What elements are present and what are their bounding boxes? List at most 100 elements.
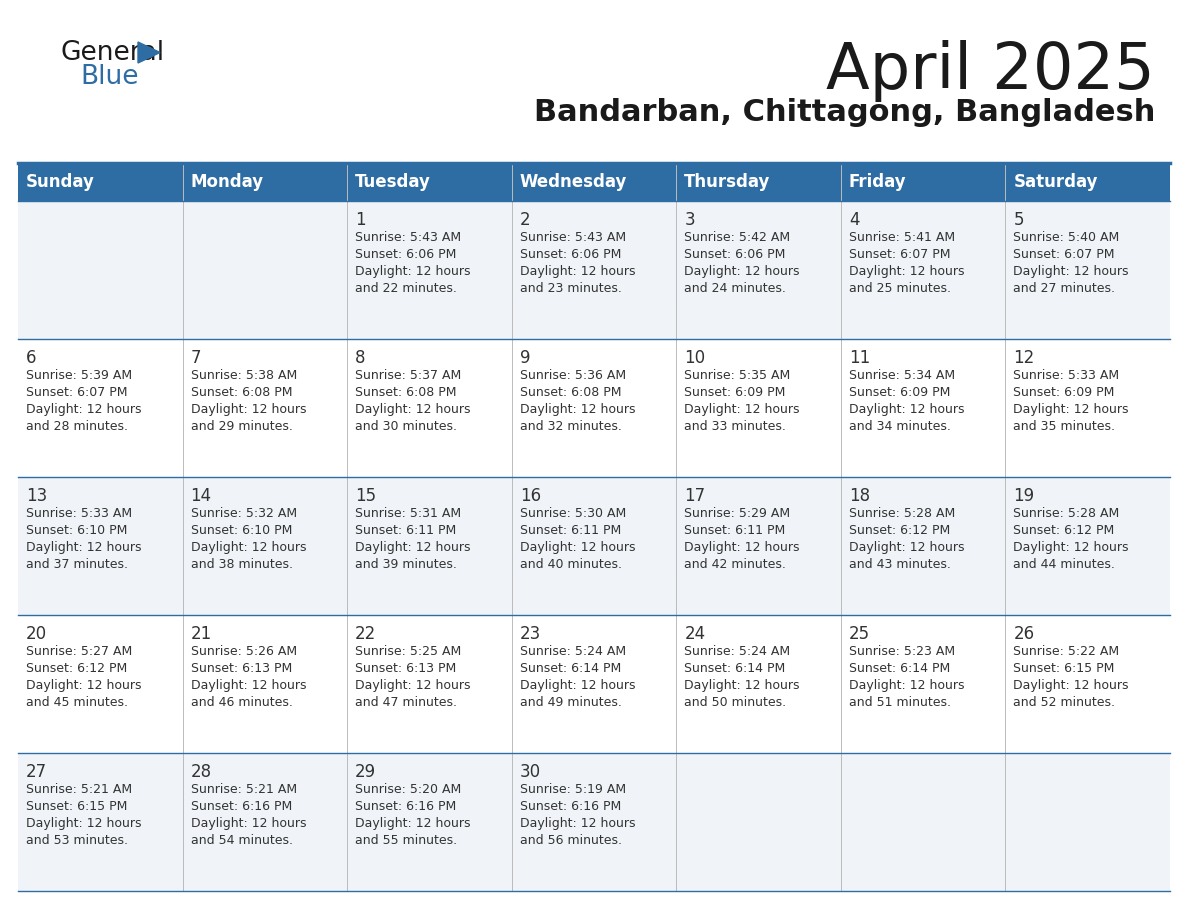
Text: Sunset: 6:09 PM: Sunset: 6:09 PM bbox=[684, 386, 785, 399]
Text: 4: 4 bbox=[849, 211, 859, 229]
Text: Sunrise: 5:41 AM: Sunrise: 5:41 AM bbox=[849, 231, 955, 244]
Text: Sunset: 6:16 PM: Sunset: 6:16 PM bbox=[355, 800, 456, 813]
Text: Daylight: 12 hours: Daylight: 12 hours bbox=[684, 265, 800, 278]
Text: 17: 17 bbox=[684, 487, 706, 505]
Text: Daylight: 12 hours: Daylight: 12 hours bbox=[190, 403, 307, 416]
Text: and 38 minutes.: and 38 minutes. bbox=[190, 558, 292, 571]
Text: Daylight: 12 hours: Daylight: 12 hours bbox=[355, 541, 470, 554]
Text: Sunrise: 5:31 AM: Sunrise: 5:31 AM bbox=[355, 507, 461, 520]
Text: Daylight: 12 hours: Daylight: 12 hours bbox=[519, 265, 636, 278]
Text: Sunrise: 5:28 AM: Sunrise: 5:28 AM bbox=[1013, 507, 1119, 520]
Text: Sunset: 6:07 PM: Sunset: 6:07 PM bbox=[26, 386, 127, 399]
Text: Sunrise: 5:43 AM: Sunrise: 5:43 AM bbox=[519, 231, 626, 244]
Text: Daylight: 12 hours: Daylight: 12 hours bbox=[190, 541, 307, 554]
Text: and 56 minutes.: and 56 minutes. bbox=[519, 834, 621, 847]
Text: Sunset: 6:10 PM: Sunset: 6:10 PM bbox=[26, 524, 127, 537]
Text: Daylight: 12 hours: Daylight: 12 hours bbox=[519, 817, 636, 830]
Text: Sunset: 6:14 PM: Sunset: 6:14 PM bbox=[684, 662, 785, 675]
Text: and 35 minutes.: and 35 minutes. bbox=[1013, 420, 1116, 433]
Text: Sunset: 6:12 PM: Sunset: 6:12 PM bbox=[1013, 524, 1114, 537]
Text: 19: 19 bbox=[1013, 487, 1035, 505]
Text: Daylight: 12 hours: Daylight: 12 hours bbox=[519, 541, 636, 554]
Text: Sunrise: 5:33 AM: Sunrise: 5:33 AM bbox=[26, 507, 132, 520]
Text: Daylight: 12 hours: Daylight: 12 hours bbox=[519, 403, 636, 416]
Bar bbox=[18, 615, 1170, 753]
Text: and 32 minutes.: and 32 minutes. bbox=[519, 420, 621, 433]
Text: Sunset: 6:16 PM: Sunset: 6:16 PM bbox=[519, 800, 621, 813]
Text: 16: 16 bbox=[519, 487, 541, 505]
Text: Tuesday: Tuesday bbox=[355, 173, 431, 191]
Text: 8: 8 bbox=[355, 349, 366, 367]
Text: Daylight: 12 hours: Daylight: 12 hours bbox=[355, 265, 470, 278]
Text: and 27 minutes.: and 27 minutes. bbox=[1013, 282, 1116, 295]
Text: Daylight: 12 hours: Daylight: 12 hours bbox=[684, 541, 800, 554]
Text: Sunset: 6:07 PM: Sunset: 6:07 PM bbox=[1013, 248, 1114, 261]
Text: Sunset: 6:08 PM: Sunset: 6:08 PM bbox=[190, 386, 292, 399]
Bar bbox=[18, 339, 1170, 477]
Text: 29: 29 bbox=[355, 763, 377, 781]
Text: Daylight: 12 hours: Daylight: 12 hours bbox=[684, 679, 800, 692]
Text: Sunrise: 5:40 AM: Sunrise: 5:40 AM bbox=[1013, 231, 1119, 244]
Text: Sunset: 6:06 PM: Sunset: 6:06 PM bbox=[684, 248, 785, 261]
Text: 22: 22 bbox=[355, 625, 377, 643]
Text: 28: 28 bbox=[190, 763, 211, 781]
Text: Sunrise: 5:25 AM: Sunrise: 5:25 AM bbox=[355, 645, 461, 658]
Text: 25: 25 bbox=[849, 625, 870, 643]
Text: Sunset: 6:07 PM: Sunset: 6:07 PM bbox=[849, 248, 950, 261]
Text: 5: 5 bbox=[1013, 211, 1024, 229]
Text: Bandarban, Chittagong, Bangladesh: Bandarban, Chittagong, Bangladesh bbox=[533, 98, 1155, 127]
Text: Sunrise: 5:33 AM: Sunrise: 5:33 AM bbox=[1013, 369, 1119, 382]
Text: Sunrise: 5:24 AM: Sunrise: 5:24 AM bbox=[519, 645, 626, 658]
Text: 12: 12 bbox=[1013, 349, 1035, 367]
Text: Thursday: Thursday bbox=[684, 173, 771, 191]
Text: and 51 minutes.: and 51 minutes. bbox=[849, 696, 950, 709]
Text: 6: 6 bbox=[26, 349, 37, 367]
Text: Daylight: 12 hours: Daylight: 12 hours bbox=[1013, 679, 1129, 692]
Text: and 55 minutes.: and 55 minutes. bbox=[355, 834, 457, 847]
Text: Sunset: 6:06 PM: Sunset: 6:06 PM bbox=[355, 248, 456, 261]
Text: and 50 minutes.: and 50 minutes. bbox=[684, 696, 786, 709]
Text: and 53 minutes.: and 53 minutes. bbox=[26, 834, 128, 847]
Text: 20: 20 bbox=[26, 625, 48, 643]
Text: Sunrise: 5:39 AM: Sunrise: 5:39 AM bbox=[26, 369, 132, 382]
Text: 14: 14 bbox=[190, 487, 211, 505]
Text: Sunrise: 5:19 AM: Sunrise: 5:19 AM bbox=[519, 783, 626, 796]
Text: Sunrise: 5:37 AM: Sunrise: 5:37 AM bbox=[355, 369, 461, 382]
Text: and 37 minutes.: and 37 minutes. bbox=[26, 558, 128, 571]
Text: and 40 minutes.: and 40 minutes. bbox=[519, 558, 621, 571]
Text: 2: 2 bbox=[519, 211, 530, 229]
Text: 13: 13 bbox=[26, 487, 48, 505]
Text: Sunrise: 5:32 AM: Sunrise: 5:32 AM bbox=[190, 507, 297, 520]
Text: and 29 minutes.: and 29 minutes. bbox=[190, 420, 292, 433]
Text: Sunset: 6:13 PM: Sunset: 6:13 PM bbox=[355, 662, 456, 675]
Text: Sunset: 6:08 PM: Sunset: 6:08 PM bbox=[519, 386, 621, 399]
Text: Sunset: 6:14 PM: Sunset: 6:14 PM bbox=[849, 662, 950, 675]
Text: Sunrise: 5:34 AM: Sunrise: 5:34 AM bbox=[849, 369, 955, 382]
Text: Daylight: 12 hours: Daylight: 12 hours bbox=[1013, 265, 1129, 278]
Text: 1: 1 bbox=[355, 211, 366, 229]
Text: Daylight: 12 hours: Daylight: 12 hours bbox=[849, 265, 965, 278]
Text: Monday: Monday bbox=[190, 173, 264, 191]
Bar bbox=[18, 477, 1170, 615]
Text: Daylight: 12 hours: Daylight: 12 hours bbox=[1013, 403, 1129, 416]
Text: Sunset: 6:13 PM: Sunset: 6:13 PM bbox=[190, 662, 292, 675]
Text: Daylight: 12 hours: Daylight: 12 hours bbox=[26, 679, 141, 692]
Text: Sunrise: 5:42 AM: Sunrise: 5:42 AM bbox=[684, 231, 790, 244]
Text: Sunrise: 5:30 AM: Sunrise: 5:30 AM bbox=[519, 507, 626, 520]
Text: Daylight: 12 hours: Daylight: 12 hours bbox=[684, 403, 800, 416]
Text: 15: 15 bbox=[355, 487, 377, 505]
Text: Sunrise: 5:29 AM: Sunrise: 5:29 AM bbox=[684, 507, 790, 520]
Text: Daylight: 12 hours: Daylight: 12 hours bbox=[355, 679, 470, 692]
Text: Daylight: 12 hours: Daylight: 12 hours bbox=[355, 817, 470, 830]
Text: Sunday: Sunday bbox=[26, 173, 95, 191]
Text: and 54 minutes.: and 54 minutes. bbox=[190, 834, 292, 847]
Text: 3: 3 bbox=[684, 211, 695, 229]
Text: Sunrise: 5:27 AM: Sunrise: 5:27 AM bbox=[26, 645, 132, 658]
Text: General: General bbox=[61, 40, 164, 66]
Text: Daylight: 12 hours: Daylight: 12 hours bbox=[26, 817, 141, 830]
Bar bbox=[18, 163, 1170, 201]
Text: Sunset: 6:09 PM: Sunset: 6:09 PM bbox=[1013, 386, 1114, 399]
Bar bbox=[18, 753, 1170, 891]
Text: Daylight: 12 hours: Daylight: 12 hours bbox=[1013, 541, 1129, 554]
Text: Wednesday: Wednesday bbox=[519, 173, 627, 191]
